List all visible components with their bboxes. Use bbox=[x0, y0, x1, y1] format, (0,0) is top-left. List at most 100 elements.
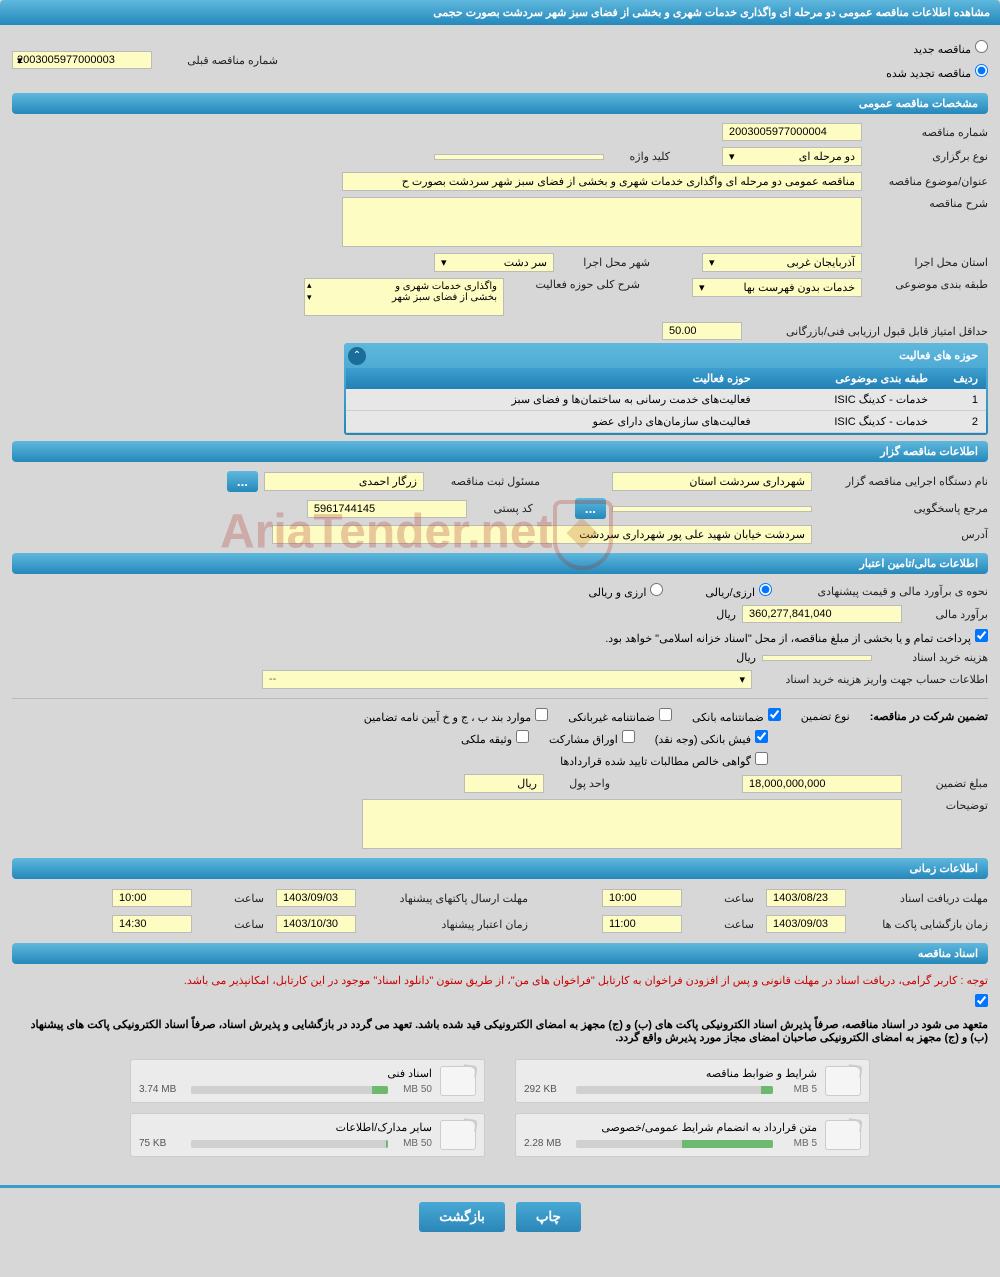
radio-renewed[interactable]: مناقصه تجدید شده bbox=[886, 68, 988, 80]
postcode-field[interactable]: 5961744145 bbox=[307, 500, 467, 518]
desc-textarea[interactable] bbox=[342, 197, 862, 247]
footer-buttons: چاپ بازگشت bbox=[0, 1185, 1000, 1246]
doc-card[interactable]: متن قرارداد به انضمام شرایط عمومی/خصوصی … bbox=[515, 1113, 870, 1157]
section-docs: اسناد مناقصه bbox=[12, 943, 988, 964]
minscore-field[interactable]: 50.00 bbox=[662, 322, 742, 340]
keyword-field[interactable] bbox=[434, 154, 604, 160]
ref-field[interactable] bbox=[612, 506, 812, 512]
tender-number-label: شماره مناقصه bbox=[868, 126, 988, 139]
commitment-checkbox[interactable] bbox=[971, 994, 988, 1010]
unit-field[interactable]: ریال bbox=[464, 774, 544, 793]
section-time: اطلاعات زمانی bbox=[12, 858, 988, 879]
section-general: مشخصات مناقصه عمومی bbox=[12, 93, 988, 114]
folder-icon bbox=[825, 1066, 861, 1096]
doc-used: 292 KB bbox=[524, 1084, 568, 1095]
doc-cap: 5 MB bbox=[781, 1084, 817, 1095]
account-select[interactable] bbox=[262, 670, 752, 689]
estimate-label: برآورد مالی bbox=[908, 608, 988, 621]
doc-cost-field[interactable] bbox=[762, 655, 872, 661]
ref-browse-button[interactable]: ... bbox=[575, 498, 606, 519]
category-select[interactable]: خدمات بدون فهرست بها bbox=[692, 278, 862, 297]
col-row: ردیف bbox=[936, 368, 986, 389]
province-select[interactable]: آذربایجان غربی bbox=[702, 253, 862, 272]
radio-new[interactable]: مناقصه جدید bbox=[913, 44, 988, 56]
doc-card[interactable]: اسناد فنی 50 MB 3.74 MB bbox=[130, 1059, 485, 1103]
folder-icon bbox=[825, 1120, 861, 1150]
valid-label: زمان اعتبار پیشنهاد bbox=[368, 918, 528, 931]
valid-time[interactable]: 14:30 bbox=[112, 915, 192, 933]
type-label: نوع برگزاری bbox=[868, 150, 988, 163]
treasury-checkbox[interactable]: پرداخت تمام و یا بخشی از مبلغ مناقصه، از… bbox=[605, 629, 988, 645]
keyword-label: کلید واژه bbox=[610, 150, 670, 163]
tender-number-field[interactable]: 2003005977000004 bbox=[722, 123, 862, 141]
exec-label: نام دستگاه اجرایی مناقصه گزار bbox=[818, 475, 988, 488]
doc-cost-label: هزینه خرید اسناد bbox=[878, 651, 988, 664]
recv-date[interactable]: 1403/08/23 bbox=[766, 889, 846, 907]
address-label: آدرس bbox=[818, 528, 988, 541]
print-button[interactable]: چاپ bbox=[516, 1202, 581, 1232]
valid-date[interactable]: 1403/10/30 bbox=[276, 915, 356, 933]
unit-label: واحد پول bbox=[550, 777, 610, 790]
cb-clauses[interactable]: موارد بند ب ، ج و خ آیین نامه تضامین bbox=[364, 708, 548, 724]
doc-title: اسناد فنی bbox=[139, 1067, 432, 1080]
doc-bar bbox=[576, 1140, 773, 1148]
guarantee-desc-textarea[interactable] bbox=[362, 799, 902, 849]
category-label: طبقه بندی موضوعی bbox=[868, 278, 988, 291]
table-row: 1خدمات - کدینگ ISICفعالیت‌های خدمت رسانی… bbox=[346, 389, 986, 411]
subject-label: عنوان/موضوع مناقصه bbox=[868, 175, 988, 188]
col-cat: طبقه بندی موضوعی bbox=[759, 368, 936, 389]
back-button[interactable]: بازگشت bbox=[419, 1202, 505, 1232]
open-time[interactable]: 11:00 bbox=[602, 915, 682, 933]
cb-receivables[interactable]: گواهی خالص مطالبات تایید شده قراردادها bbox=[560, 752, 768, 768]
radio-riyal[interactable]: ارزی/ریالی bbox=[705, 583, 772, 599]
city-select[interactable]: سر دشت bbox=[434, 253, 554, 272]
cb-cash[interactable]: فیش بانکی (وجه نقد) bbox=[655, 730, 768, 746]
recv-label: مهلت دریافت اسناد bbox=[858, 892, 988, 905]
prev-number-label: شماره مناقصه قبلی bbox=[158, 54, 278, 67]
doc-used: 75 KB bbox=[139, 1138, 183, 1149]
doc-card[interactable]: سایر مدارک/اطلاعات 50 MB 75 KB bbox=[130, 1113, 485, 1157]
doc-cap: 5 MB bbox=[781, 1138, 817, 1149]
cb-nonbank[interactable]: ضمانتنامه غیربانکی bbox=[568, 708, 672, 724]
table-row: 2خدمات - کدینگ ISICفعالیت‌های سازمان‌های… bbox=[346, 411, 986, 433]
prev-number-select[interactable]: 2003005977000003 bbox=[12, 51, 152, 69]
send-date[interactable]: 1403/09/03 bbox=[276, 889, 356, 907]
open-date[interactable]: 1403/09/03 bbox=[766, 915, 846, 933]
doc-bar bbox=[191, 1140, 388, 1148]
address-field[interactable]: سردشت خیابان شهید علی پور شهرداری سردشت bbox=[272, 525, 812, 544]
registrar-browse-button[interactable]: ... bbox=[227, 471, 258, 492]
desc-label: شرح مناقصه bbox=[868, 197, 988, 210]
subject-field[interactable]: مناقصه عمومی دو مرحله ای واگذاری خدمات ش… bbox=[342, 172, 862, 191]
radio-renewed-label: مناقصه تجدید شده bbox=[886, 68, 971, 80]
tender-mode-radios: مناقصه جدید مناقصه تجدید شده bbox=[866, 36, 988, 84]
radio-currency[interactable]: ارزی و ریالی bbox=[588, 583, 663, 599]
registrar-field[interactable]: زرگار احمدی bbox=[264, 472, 424, 491]
scope-multiselect[interactable]: واگذاری خدمات شهری و بخشی از فضای سبز شه… bbox=[304, 278, 504, 316]
folder-icon bbox=[440, 1120, 476, 1150]
doc-cap: 50 MB bbox=[396, 1084, 432, 1095]
amount-field[interactable]: 18,000,000,000 bbox=[742, 775, 902, 793]
activity-title: حوزه های فعالیت bbox=[346, 345, 986, 366]
estimate-field[interactable]: 360,277,841,040 bbox=[742, 605, 902, 623]
docs-note-2: متعهد می شود در اسناد مناقصه، صرفاً پذیر… bbox=[12, 1016, 988, 1046]
section-financial: اطلاعات مالی/تامین اعتبار bbox=[12, 553, 988, 574]
cb-bonds[interactable]: اوراق مشارکت bbox=[549, 730, 635, 746]
city-label: شهر محل اجرا bbox=[560, 256, 650, 269]
cb-bank[interactable]: ضمانتنامه بانکی bbox=[692, 708, 781, 724]
account-label: اطلاعات حساب جهت واریز هزینه خرید اسناد bbox=[758, 673, 988, 686]
open-label: زمان بازگشایی پاکت ها bbox=[858, 918, 988, 931]
send-time[interactable]: 10:00 bbox=[112, 889, 192, 907]
guarantee-lead: تضمین شرکت در مناقصه: bbox=[870, 710, 988, 723]
activity-table: ردیف طبقه بندی موضوعی حوزه فعالیت 1خدمات… bbox=[346, 368, 986, 433]
exec-field[interactable]: شهرداری سردشت استان bbox=[612, 472, 812, 491]
doc-title: متن قرارداد به انضمام شرایط عمومی/خصوصی bbox=[524, 1121, 817, 1134]
type-select[interactable]: دو مرحله ای bbox=[722, 147, 862, 166]
doc-cost-unit: ریال bbox=[736, 651, 756, 664]
recv-time[interactable]: 10:00 bbox=[602, 889, 682, 907]
cb-property[interactable]: وثیقه ملکی bbox=[461, 730, 529, 746]
col-field: حوزه فعالیت bbox=[346, 368, 759, 389]
estimate-unit: ریال bbox=[716, 608, 736, 621]
activity-panel: ⌃ حوزه های فعالیت ردیف طبقه بندی موضوعی … bbox=[344, 343, 988, 435]
collapse-icon[interactable]: ⌃ bbox=[348, 347, 366, 365]
doc-card[interactable]: شرایط و ضوابط مناقصه 5 MB 292 KB bbox=[515, 1059, 870, 1103]
